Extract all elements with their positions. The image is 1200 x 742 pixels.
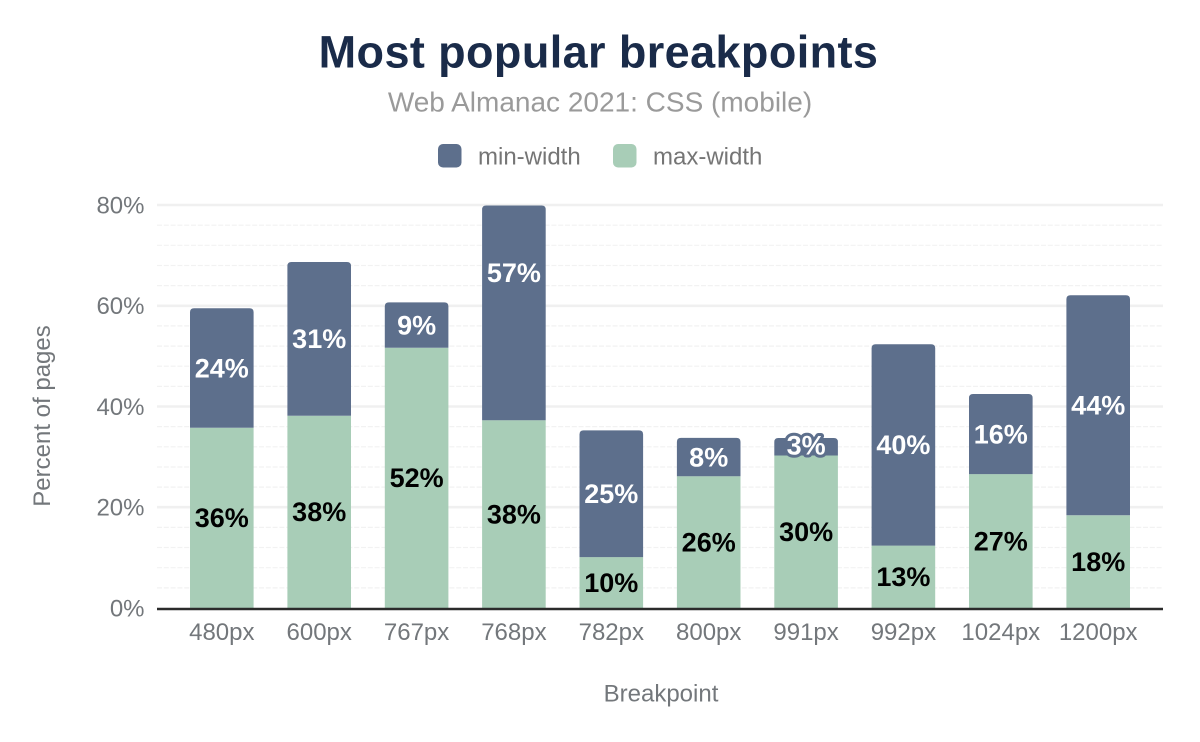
svg-text:57%: 57%: [487, 258, 541, 288]
svg-text:36%: 36%: [195, 503, 249, 533]
svg-text:13%: 13%: [876, 562, 930, 592]
svg-text:25%: 25%: [584, 479, 638, 509]
svg-text:Most popular breakpoints: Most popular breakpoints: [319, 27, 879, 78]
svg-text:44%: 44%: [1071, 391, 1125, 421]
svg-text:38%: 38%: [292, 497, 346, 527]
svg-text:26%: 26%: [682, 527, 736, 557]
svg-text:40%: 40%: [96, 394, 144, 421]
svg-text:480px: 480px: [189, 619, 254, 646]
svg-text:80%: 80%: [96, 192, 144, 219]
svg-text:9%: 9%: [397, 310, 436, 340]
svg-text:1200px: 1200px: [1059, 619, 1138, 646]
svg-text:600px: 600px: [287, 619, 352, 646]
svg-text:8%: 8%: [689, 442, 728, 472]
svg-text:30%: 30%: [779, 517, 833, 547]
svg-text:800px: 800px: [676, 619, 741, 646]
svg-text:Percent of pages: Percent of pages: [29, 325, 56, 506]
svg-text:min-width: min-width: [478, 143, 581, 170]
svg-text:60%: 60%: [96, 293, 144, 320]
svg-text:24%: 24%: [195, 353, 249, 383]
svg-text:52%: 52%: [390, 463, 444, 493]
svg-text:40%: 40%: [876, 430, 930, 460]
svg-text:20%: 20%: [96, 495, 144, 522]
svg-text:3%: 3%: [787, 431, 826, 461]
svg-text:0%: 0%: [110, 595, 145, 622]
svg-text:Breakpoint: Breakpoint: [604, 680, 719, 707]
svg-text:27%: 27%: [974, 527, 1028, 557]
svg-text:767px: 767px: [384, 619, 449, 646]
svg-text:10%: 10%: [584, 568, 638, 598]
svg-text:Web Almanac 2021: CSS (mobile): Web Almanac 2021: CSS (mobile): [388, 87, 812, 118]
svg-text:31%: 31%: [292, 324, 346, 354]
svg-text:38%: 38%: [487, 499, 541, 529]
svg-text:16%: 16%: [974, 419, 1028, 449]
svg-text:782px: 782px: [579, 619, 644, 646]
svg-text:max-width: max-width: [653, 143, 762, 170]
svg-text:992px: 992px: [871, 619, 936, 646]
svg-text:18%: 18%: [1071, 547, 1125, 577]
svg-text:991px: 991px: [773, 619, 838, 646]
svg-text:1024px: 1024px: [961, 619, 1040, 646]
svg-text:768px: 768px: [481, 619, 546, 646]
